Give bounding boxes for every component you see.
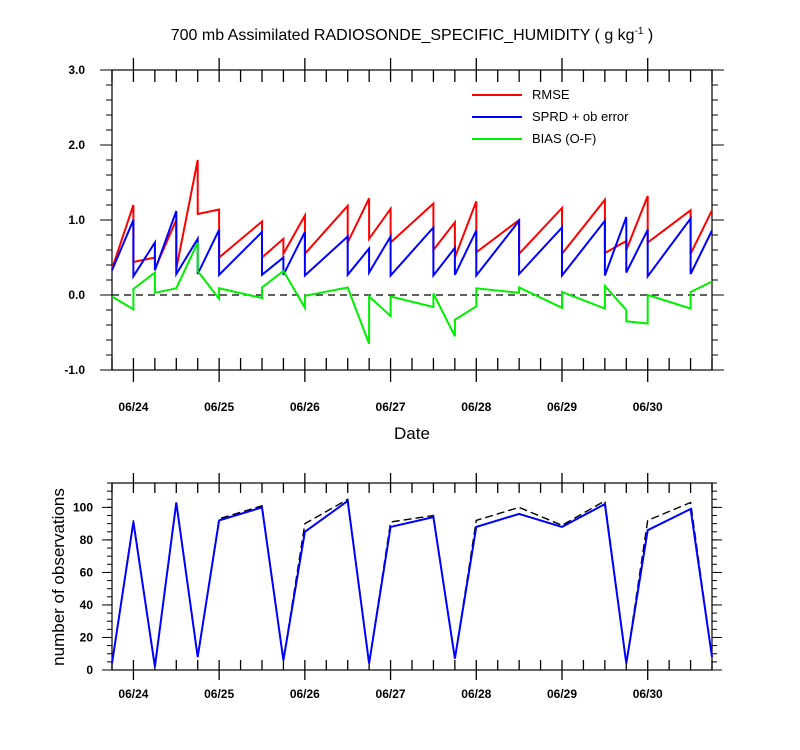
x-axis-label: Date xyxy=(394,424,430,443)
bottom-plot-frame xyxy=(111,482,713,671)
chart-title: 700 mb Assimilated RADIOSONDE_SPECIFIC_H… xyxy=(171,26,654,44)
top-ytick-label: -1.0 xyxy=(64,363,85,377)
bottom-ytick-label: 40 xyxy=(80,598,94,612)
bottom-xtick-label: 06/29 xyxy=(547,687,577,701)
top-xtick-label: 06/30 xyxy=(633,400,663,414)
top-xtick-label: 06/28 xyxy=(461,400,491,414)
top-plot: -1.0 0.0 1.0 2.0 3.0 06/24 06/25 06/26 06/27 06/2… xyxy=(64,58,724,414)
top-xtick-label: 06/25 xyxy=(204,400,234,414)
top-ytick-label: 3.0 xyxy=(68,63,85,77)
top-series-spread xyxy=(111,210,713,280)
top-xtick-label: 06/27 xyxy=(376,400,406,414)
bottom-series-possible xyxy=(111,498,713,667)
bottom-ytick-label: 80 xyxy=(80,533,94,547)
bottom-plot: 0 20 40 60 80 100 06/24 06/25 06/26 06/27 06/28 06/… xyxy=(73,473,722,701)
top-ytick-label: 1.0 xyxy=(68,213,85,227)
bottom-ytick-label: 100 xyxy=(73,500,93,514)
legend-label-spread: SPRD + ob error xyxy=(532,109,629,124)
bottom-ytick-label: 60 xyxy=(80,565,94,579)
top-xtick-label: 06/29 xyxy=(547,400,577,414)
bottom-xtick-label: 06/28 xyxy=(461,687,491,701)
bottom-xtick-label: 06/30 xyxy=(633,687,663,701)
bottom-ytick-label: 20 xyxy=(80,630,94,644)
top-series-bias xyxy=(111,242,713,345)
top-ytick-label: 2.0 xyxy=(68,138,85,152)
top-series-rmse xyxy=(111,159,713,270)
legend-label-rmse: RMSE xyxy=(532,87,570,102)
bottom-series-assimilated xyxy=(111,499,713,667)
top-xtick-label: 06/26 xyxy=(290,400,320,414)
bottom-ytick-label: 0 xyxy=(86,663,93,677)
top-ytick-label: 0.0 xyxy=(68,288,85,302)
bottom-xtick-label: 06/26 xyxy=(290,687,320,701)
bottom-xtick-label: 06/25 xyxy=(204,687,234,701)
bottom-xtick-label: 06/27 xyxy=(376,687,406,701)
legend-label-bias: BIAS (O-F) xyxy=(532,131,596,146)
top-xtick-label: 06/24 xyxy=(118,400,148,414)
y-axis-label: number of observations xyxy=(49,488,68,666)
bottom-xtick-label: 06/24 xyxy=(118,687,148,701)
